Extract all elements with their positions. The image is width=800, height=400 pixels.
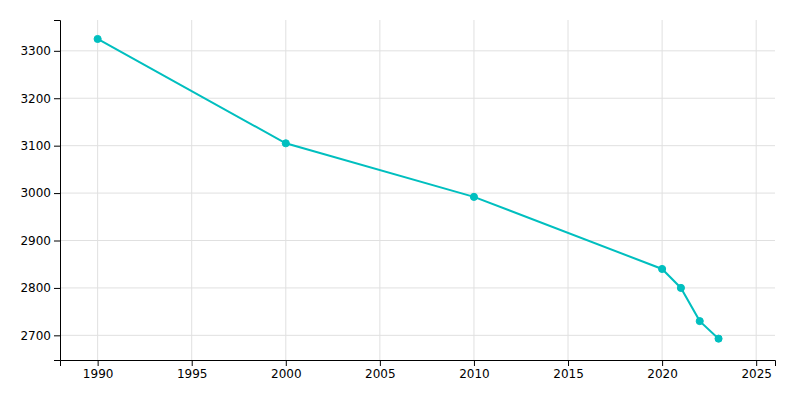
- tick-mark: [568, 360, 569, 366]
- tick-label: 2025: [741, 367, 772, 381]
- tick-label: 3000: [20, 186, 51, 200]
- grid-line-y: [60, 335, 775, 336]
- tick: 2700: [20, 329, 60, 343]
- tick-mark: [98, 360, 99, 366]
- point: [470, 193, 477, 200]
- tick-label: 2000: [271, 367, 302, 381]
- grid-line-x: [191, 20, 192, 360]
- tick-label: 2800: [20, 281, 51, 295]
- grid-line-x: [662, 20, 663, 360]
- y-axis: 2700 2800 2900 3000 3100 3200 3300: [20, 21, 60, 361]
- tick-label: 2020: [647, 367, 678, 381]
- axis-line: [61, 361, 776, 367]
- tick: 2020: [647, 360, 678, 381]
- marks: [94, 35, 722, 342]
- tick-mark: [54, 98, 60, 99]
- tick: 2025: [741, 360, 772, 381]
- axis-line: [54, 21, 61, 361]
- tick-mark: [380, 360, 381, 366]
- point: [715, 335, 722, 342]
- point: [659, 265, 666, 272]
- tick-mark: [54, 193, 60, 194]
- tick-label: 2900: [20, 234, 51, 248]
- plot-area: 1990 1995 2000 2005 2010 2015 2020 2025 2700 2800…: [20, 20, 775, 381]
- tick: 2015: [553, 360, 584, 381]
- grid-line-x: [473, 20, 474, 360]
- tick-label: 3100: [20, 139, 51, 153]
- line: [98, 39, 719, 339]
- grid-line-y: [60, 240, 775, 241]
- grid-line-y: [60, 50, 775, 51]
- tick-label: 3200: [20, 92, 51, 106]
- grid-line-y: [60, 193, 775, 194]
- tick: 2005: [365, 360, 396, 381]
- tick-mark: [474, 360, 475, 366]
- tick-mark: [192, 360, 193, 366]
- tick: 2000: [271, 360, 302, 381]
- grid-line-y: [60, 287, 775, 288]
- tick-mark: [54, 288, 60, 289]
- tick-mark: [756, 360, 757, 366]
- tick-label: 2005: [365, 367, 396, 381]
- tick-label: 1990: [83, 367, 114, 381]
- tick-label: 3300: [20, 44, 51, 58]
- tick-label: 1995: [177, 367, 208, 381]
- grid-line-x: [97, 20, 98, 360]
- point: [282, 140, 289, 147]
- tick: 2800: [20, 281, 60, 295]
- chart-root: 1990 1995 2000 2005 2010 2015 2020 2025 2700 2800…: [0, 0, 800, 400]
- grid-line-x: [285, 20, 286, 360]
- tick: 1995: [177, 360, 208, 381]
- point: [94, 35, 101, 42]
- grid-line-x: [756, 20, 757, 360]
- grid-line-x: [568, 20, 569, 360]
- tick: 2010: [459, 360, 490, 381]
- grid-line-x: [379, 20, 380, 360]
- x-axis: 1990 1995 2000 2005 2010 2015 2020 2025: [61, 360, 776, 381]
- tick-mark: [54, 146, 60, 147]
- point: [677, 284, 684, 291]
- tick-label: 2700: [20, 329, 51, 343]
- chart-svg: 1990 1995 2000 2005 2010 2015 2020 2025 2700 2800…: [0, 0, 800, 400]
- tick-mark: [54, 335, 60, 336]
- grid-line-y: [60, 145, 775, 146]
- tick-label: 2010: [459, 367, 490, 381]
- tick: 3300: [20, 44, 60, 58]
- tick: 3000: [20, 186, 60, 200]
- tick: 3100: [20, 139, 60, 153]
- grid: [60, 20, 775, 360]
- tick: 3200: [20, 92, 60, 106]
- tick-label: 2015: [553, 367, 584, 381]
- tick: 1990: [83, 360, 114, 381]
- tick-mark: [662, 360, 663, 366]
- tick-mark: [54, 51, 60, 52]
- tick: 2900: [20, 234, 60, 248]
- tick-mark: [54, 241, 60, 242]
- point: [696, 318, 703, 325]
- grid-line-y: [60, 98, 775, 99]
- tick-mark: [286, 360, 287, 366]
